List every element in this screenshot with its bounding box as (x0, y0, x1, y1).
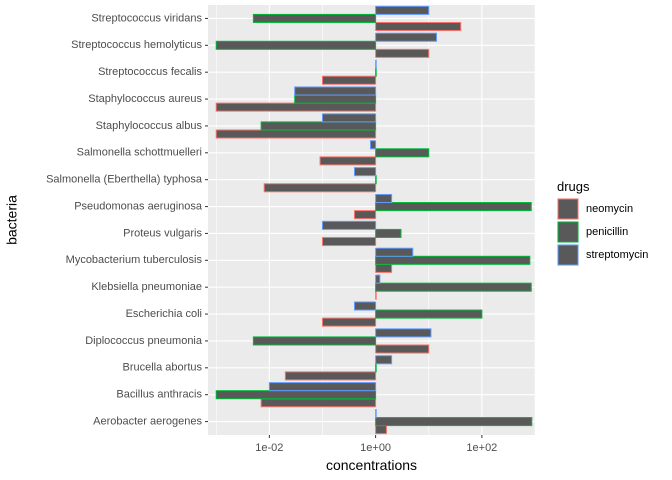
bar-neomycin (321, 236, 377, 247)
bar-neomycin (353, 210, 377, 220)
bar-streptomycin (375, 32, 438, 42)
y-tick-label: Streptococcus viridans (91, 12, 202, 24)
y-tick-label: Escherichia coli (126, 308, 202, 320)
legend-key-neomycin (557, 198, 579, 220)
bar-penicillin (252, 13, 377, 23)
bar-neomycin (215, 129, 377, 139)
bar-streptomycin (375, 247, 414, 257)
bar-streptomycin (375, 59, 377, 69)
legend: drugs neomycin penicillin streptomycin (557, 179, 648, 266)
bar-penicillin (375, 202, 532, 212)
y-tick-label: Diplococcus pneumonia (85, 335, 203, 347)
bar-penicillin (215, 40, 377, 50)
bar-neomycin (375, 48, 430, 58)
legend-label-penicillin: penicillin (586, 226, 628, 238)
bar-streptomycin (375, 274, 381, 284)
bars (215, 5, 533, 435)
bar-streptomycin (369, 140, 377, 150)
bar-neomycin (260, 398, 377, 408)
bar-neomycin (375, 344, 430, 354)
y-tick-label: Mycobacterium tuberculosis (66, 254, 203, 266)
y-tick-label: Proteus vulgaris (123, 227, 202, 239)
bar-neomycin (321, 317, 377, 327)
y-tick-label: Streptococcus hemolyticus (71, 39, 202, 51)
bar-neomycin (215, 102, 377, 112)
bar-penicillin (375, 228, 402, 238)
x-tick-label: 1e-02 (255, 442, 283, 454)
bar-penicillin (375, 67, 377, 77)
bar-streptomycin (321, 113, 377, 123)
bar-neomycin (319, 156, 377, 166)
y-tick-label: Salmonella schottmuelleri (77, 147, 202, 159)
y-tick-label: Aerobacter aerogenes (93, 415, 202, 427)
bar-neomycin (375, 263, 393, 273)
legend-label-neomycin: neomycin (586, 203, 633, 215)
legend-title: drugs (557, 179, 590, 194)
bar-streptomycin (294, 86, 377, 96)
bar-streptomycin (375, 5, 430, 15)
x-tick-label: 1e+02 (466, 442, 497, 454)
y-tick-label: Staphylococcus aureus (88, 93, 202, 105)
bar-penicillin (375, 417, 533, 427)
bar-neomycin (321, 75, 377, 85)
bar-streptomycin (353, 301, 377, 311)
bar-streptomycin (375, 328, 432, 338)
y-tick-label: Bacillus anthracis (116, 389, 202, 401)
x-tick-label: 1e+00 (360, 442, 391, 454)
bar-penicillin (294, 94, 377, 104)
bar-penicillin (215, 390, 377, 400)
y-tick-label: Klebsiella pneumoniae (91, 281, 202, 293)
plot-panel (208, 5, 535, 435)
bar-neomycin (375, 290, 377, 300)
bar-neomycin (263, 183, 377, 193)
bar-streptomycin (375, 193, 393, 204)
y-tick-label: Brucella abortus (123, 362, 203, 374)
legend-label-streptomycin: streptomycin (586, 249, 648, 261)
y-axis: Aerobacter aerogenes Bacillus anthracis Br… (46, 12, 208, 427)
bar-streptomycin (375, 355, 393, 365)
y-tick-label: Pseudomonas aeruginosa (74, 200, 203, 212)
y-tick-label: Streptococcus fecalis (98, 66, 202, 78)
bar-streptomycin (268, 382, 377, 392)
x-axis-title: concentrations (326, 457, 417, 473)
y-tick-label: Salmonella (Eberthella) typhosa (46, 174, 203, 186)
x-axis: 1e-02 1e+00 1e+02 (255, 435, 497, 454)
bar-penicillin (260, 121, 377, 131)
bar-penicillin (252, 336, 377, 346)
legend-key-streptomycin (557, 244, 579, 266)
bar-penicillin (375, 309, 483, 319)
y-axis-title: bacteria (4, 195, 20, 245)
bar-neomycin (284, 371, 377, 381)
bar-penicillin (375, 282, 532, 292)
bar-penicillin (375, 363, 377, 373)
bar-streptomycin (375, 408, 377, 419)
y-tick-label: Staphylococcus albus (96, 120, 203, 132)
bar-penicillin (375, 175, 377, 185)
bar-penicillin (375, 148, 430, 158)
legend-key-penicillin (557, 221, 579, 243)
bar-streptomycin (353, 167, 377, 177)
bar-neomycin (375, 21, 462, 32)
bar-penicillin (375, 255, 531, 265)
bar-neomycin (375, 425, 387, 435)
bar-streptomycin (321, 220, 377, 230)
